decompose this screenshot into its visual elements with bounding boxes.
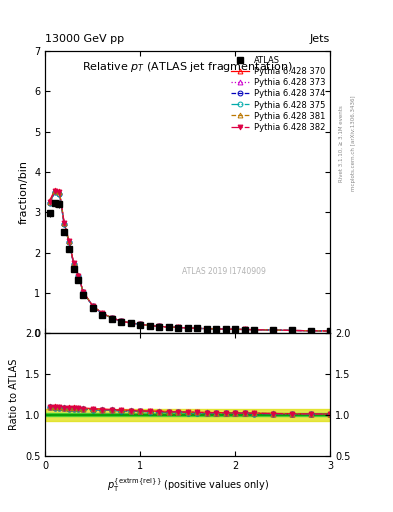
Legend: ATLAS, Pythia 6.428 370, Pythia 6.428 373, Pythia 6.428 374, Pythia 6.428 375, P: ATLAS, Pythia 6.428 370, Pythia 6.428 37…: [228, 53, 329, 135]
Text: mcplots.cern.ch [arXiv:1306.3436]: mcplots.cern.ch [arXiv:1306.3436]: [351, 96, 356, 191]
Text: 13000 GeV pp: 13000 GeV pp: [45, 33, 124, 44]
Text: Relative $p_{T}$ (ATLAS jet fragmentation): Relative $p_{T}$ (ATLAS jet fragmentatio…: [83, 60, 293, 74]
Text: Jets: Jets: [310, 33, 330, 44]
X-axis label: $p_{\rm T}^{\rm \{extrm\{rel\}\}}$ (positive values only): $p_{\rm T}^{\rm \{extrm\{rel\}\}}$ (posi…: [107, 476, 269, 494]
Y-axis label: Ratio to ATLAS: Ratio to ATLAS: [9, 359, 19, 430]
Bar: [45, 409, 330, 420]
Text: ATLAS 2019 I1740909: ATLAS 2019 I1740909: [182, 267, 266, 275]
Text: Rivet 3.1.10, ≥ 3.1M events: Rivet 3.1.10, ≥ 3.1M events: [339, 105, 344, 182]
Y-axis label: fraction/bin: fraction/bin: [18, 160, 29, 224]
Bar: [45, 413, 330, 416]
